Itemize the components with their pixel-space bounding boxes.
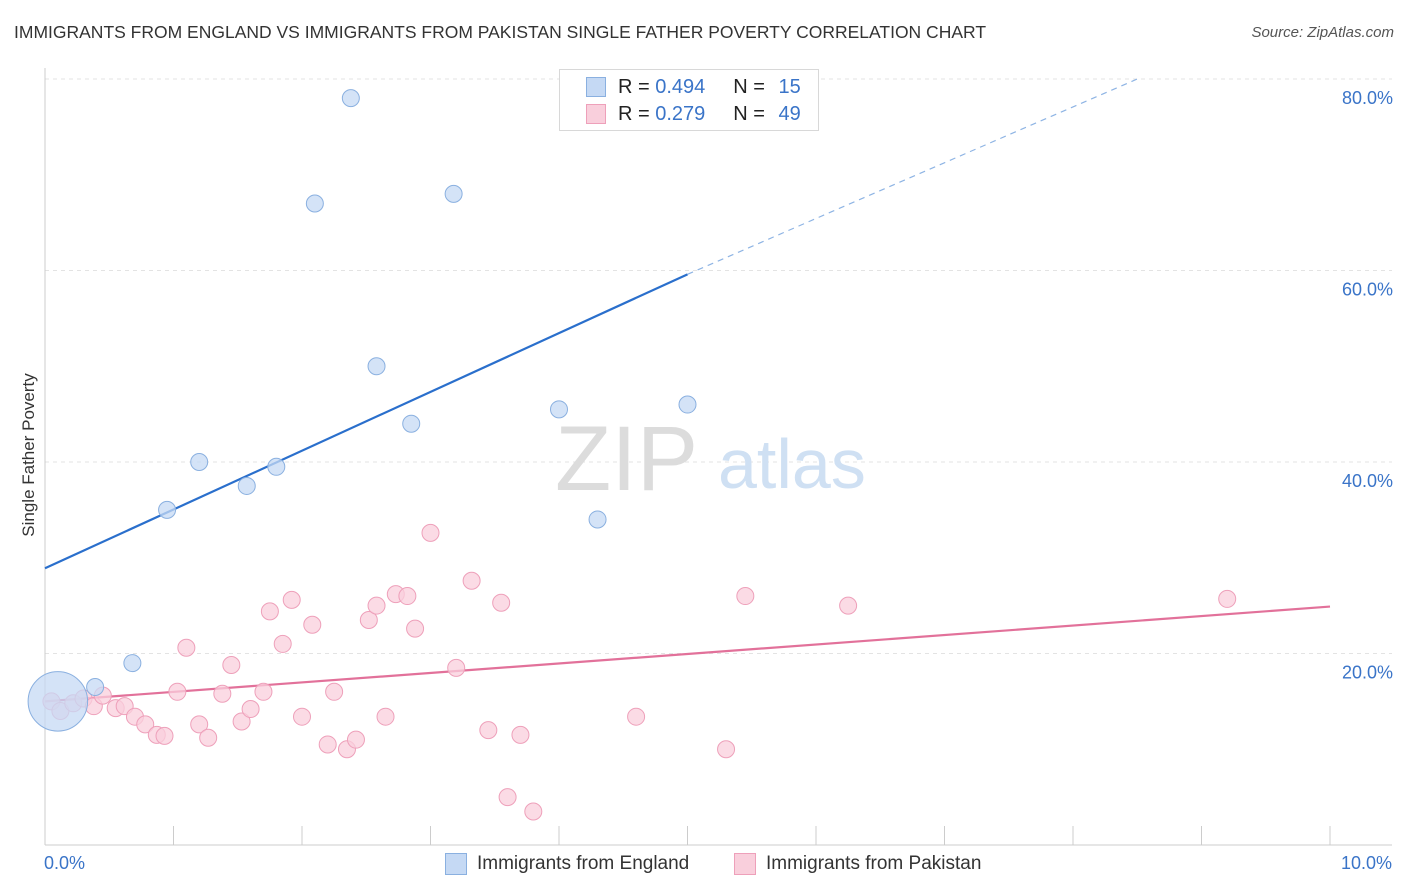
correlation-legend: R = 0.494 N = 15 R = 0.279 N = 49	[559, 69, 819, 131]
y-axis-label: Single Father Poverty	[19, 373, 38, 537]
pakistan-point-23	[282, 590, 301, 609]
pakistan-point-31	[367, 596, 386, 615]
pakistan-n-label: N =	[733, 102, 771, 125]
pakistan-point-43	[524, 802, 543, 821]
pakistan-point-29	[346, 730, 365, 749]
england-point-13	[588, 510, 607, 529]
pakistan-point-22	[273, 634, 292, 653]
england-point-9	[367, 357, 386, 376]
y-tick-label-60: 60.0%	[1342, 280, 1393, 300]
england-legend-label: Immigrants from England	[477, 853, 690, 874]
pakistan-point-37	[447, 658, 466, 677]
pakistan-point-42	[511, 725, 530, 744]
pakistan-point-15	[199, 728, 218, 747]
pakistan-point-35	[406, 619, 425, 638]
england-point-3	[158, 500, 177, 519]
england-point-10	[402, 414, 421, 433]
legend-row-pakistan: R = 0.279 N = 49	[586, 101, 801, 127]
pakistan-point-26	[318, 735, 337, 754]
pakistan-point-25	[303, 615, 322, 634]
pakistan-point-41	[498, 788, 517, 807]
bottom-legend-england: Immigrants from England	[445, 851, 689, 877]
source-label: Source: ZipAtlas.com	[1251, 24, 1394, 41]
england-trend-extension	[687, 78, 1138, 275]
england-point-14	[678, 395, 697, 414]
england-point-5	[237, 476, 256, 495]
pakistan-point-27	[325, 682, 344, 701]
pakistan-legend-label: Immigrants from Pakistan	[766, 853, 982, 874]
pakistan-point-34	[398, 587, 417, 606]
pakistan-point-38	[462, 571, 481, 590]
watermark-atlas: atlas	[718, 425, 866, 503]
pakistan-point-17	[222, 655, 241, 674]
data-points	[27, 89, 1237, 821]
england-r-label: R =	[618, 75, 656, 98]
england-point-7	[305, 194, 324, 213]
pakistan-legend-swatch	[734, 853, 756, 875]
x-tick-label-min: 0.0%	[44, 853, 85, 873]
pakistan-point-36	[421, 523, 440, 542]
pakistan-point-19	[241, 700, 260, 719]
pakistan-point-21	[260, 602, 279, 621]
england-trend-line	[44, 273, 688, 570]
pakistan-point-9	[136, 715, 155, 734]
pakistan-point-44	[627, 707, 646, 726]
pakistan-point-32	[376, 707, 395, 726]
england-swatch	[586, 77, 606, 97]
watermark: ZIP atlas	[555, 408, 866, 510]
pakistan-r-label: R =	[618, 102, 656, 125]
pakistan-point-30	[359, 610, 378, 629]
pakistan-point-13	[177, 638, 196, 657]
x-tick-label-max: 10.0%	[1341, 853, 1392, 873]
pakistan-point-24	[293, 707, 311, 726]
pakistan-point-14	[190, 715, 209, 734]
pakistan-point-39	[479, 721, 498, 740]
pakistan-point-46	[736, 587, 755, 606]
pakistan-point-48	[1218, 589, 1237, 608]
england-n-value: 15	[778, 75, 801, 98]
y-tick-label-40: 40.0%	[1342, 471, 1393, 491]
bottom-legend-pakistan: Immigrants from Pakistan	[734, 851, 981, 877]
england-point-1	[86, 678, 105, 697]
england-legend-swatch	[445, 853, 467, 875]
england-point-0	[27, 671, 89, 732]
trend-lines	[44, 78, 1331, 703]
watermark-zip: ZIP	[555, 408, 698, 510]
england-n-label: N =	[733, 75, 771, 98]
pakistan-point-47	[839, 596, 858, 615]
pakistan-point-16	[213, 684, 232, 703]
pakistan-point-40	[492, 593, 511, 612]
y-tick-label-20: 20.0%	[1342, 663, 1393, 683]
pakistan-point-18	[232, 712, 251, 731]
chart-title: IMMIGRANTS FROM ENGLAND VS IMMIGRANTS FR…	[14, 22, 987, 42]
england-point-4	[190, 453, 209, 471]
legend-row-england: R = 0.494 N = 15	[586, 74, 801, 100]
pakistan-point-11	[155, 726, 174, 745]
england-point-11	[444, 184, 463, 203]
england-point-6	[267, 457, 286, 476]
y-tick-label-80: 80.0%	[1342, 88, 1393, 108]
england-point-2	[123, 654, 142, 673]
england-r-value: 0.494	[655, 75, 706, 98]
pakistan-point-12	[168, 682, 187, 701]
pakistan-point-20	[254, 682, 273, 701]
england-point-8	[341, 89, 360, 108]
grid-lines	[45, 78, 1392, 654]
pakistan-point-45	[717, 740, 736, 759]
pakistan-swatch	[586, 104, 606, 124]
pakistan-n-value: 49	[778, 102, 801, 125]
england-point-12	[550, 400, 568, 419]
pakistan-r-value: 0.279	[655, 102, 706, 125]
